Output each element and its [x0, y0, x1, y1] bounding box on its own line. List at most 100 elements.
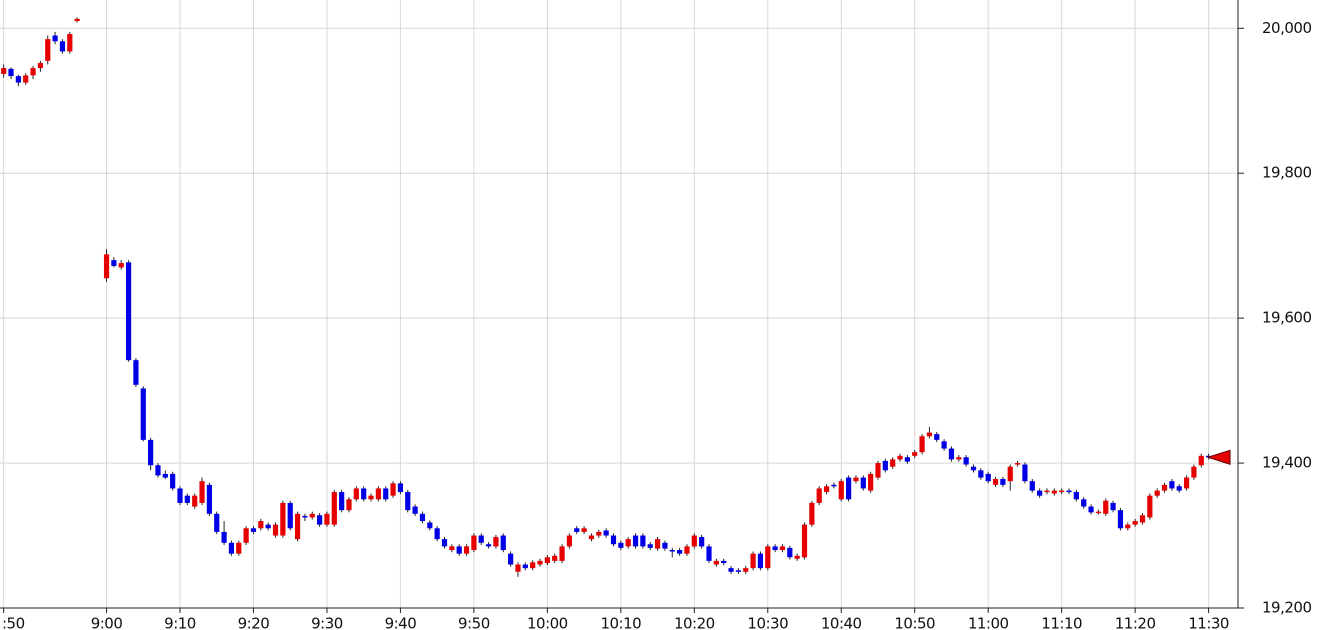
candle-body [603, 530, 609, 536]
candle-body [133, 360, 139, 385]
candle-body [750, 553, 756, 569]
candle-body [677, 550, 683, 554]
candle-body [640, 535, 646, 547]
candle-body [963, 457, 969, 465]
candle-body [170, 473, 176, 489]
candle-body [15, 76, 21, 83]
candle-body [530, 562, 536, 569]
candle-body [140, 388, 146, 440]
candle-body [59, 41, 66, 52]
candle-body [1095, 511, 1102, 514]
candle-body [897, 455, 903, 460]
x-tick-label: 9:20 [238, 615, 270, 630]
candle-body [361, 488, 367, 500]
x-tick-label: 10:10 [600, 615, 641, 630]
candle-body [515, 564, 521, 572]
candle-body [280, 502, 286, 536]
candle-body [787, 547, 793, 558]
candle-body [8, 68, 14, 77]
candle-body [405, 492, 411, 511]
candle-body [566, 535, 573, 547]
candle-body [625, 539, 631, 547]
candle-body [250, 528, 257, 532]
candle-body [1169, 481, 1175, 489]
y-tick-label: 19,800 [1262, 164, 1312, 182]
candle-body [485, 544, 492, 547]
candle-body [331, 492, 337, 525]
candle-body [1161, 484, 1168, 491]
candle-body [1, 68, 7, 74]
candle-body [317, 515, 323, 525]
candle-body [177, 488, 183, 503]
candle-body [552, 555, 558, 561]
candle-body [1132, 521, 1138, 525]
x-tick-label: 11:20 [1115, 615, 1156, 630]
candle-body [243, 528, 249, 543]
candle-body [155, 465, 161, 476]
candle-body [823, 486, 830, 493]
candle-body [294, 513, 301, 540]
candle-body [588, 535, 595, 540]
candle-body [463, 546, 470, 554]
x-tick-label: 9:30 [311, 615, 343, 630]
candle-body [309, 513, 315, 518]
candle-body [471, 535, 477, 551]
candle-body [1191, 466, 1197, 478]
candle-body [1029, 481, 1035, 491]
candle-body [206, 484, 212, 514]
candle-body [904, 457, 910, 462]
candle-body [941, 441, 947, 449]
candle-body [258, 521, 264, 529]
candle-body [1000, 479, 1006, 485]
candle-body [985, 473, 991, 482]
x-tick-label: 10:50 [894, 615, 935, 630]
candle-body [728, 568, 734, 572]
candle-body [1081, 499, 1087, 507]
candle-body [875, 463, 881, 478]
candle-body [1073, 492, 1079, 500]
candle-body [427, 522, 433, 529]
y-tick-label: 19,600 [1262, 309, 1312, 327]
candle-body [581, 528, 587, 532]
candle-body [1110, 502, 1116, 511]
candle-body [647, 544, 653, 548]
candle-body [772, 546, 778, 551]
candle-body [845, 477, 852, 500]
candle-body [236, 542, 242, 554]
candle-body [23, 75, 29, 83]
candle-body [1014, 463, 1021, 465]
candle-body [368, 495, 374, 500]
candles [1, 17, 1231, 577]
candle-body [838, 481, 844, 500]
candle-body [287, 502, 293, 529]
x-tick-label: 9:40 [385, 615, 417, 630]
candle-body [390, 483, 396, 496]
candle-body [346, 499, 352, 511]
candle-body [272, 524, 279, 536]
candle-body [37, 63, 44, 69]
candle-body [919, 436, 925, 453]
candle-body [1198, 455, 1204, 466]
candle-body [493, 536, 499, 547]
candle-body [52, 35, 58, 42]
candle-body [860, 477, 866, 489]
candle-body [1066, 490, 1072, 493]
candle-body [162, 473, 168, 478]
x-tick-label: 10:40 [821, 615, 862, 630]
candle-body [1139, 515, 1146, 523]
candle-body [559, 546, 565, 561]
x-tick-label: 9:10 [164, 615, 196, 630]
candle-body [669, 550, 675, 552]
candle-body [383, 488, 389, 500]
candle-body [199, 481, 205, 503]
candle-body [970, 466, 977, 471]
candle-body [574, 528, 580, 532]
candle-body [1117, 510, 1124, 529]
candle-body [214, 513, 220, 532]
x-tick-label: 10:30 [747, 615, 788, 630]
candle-body [735, 570, 741, 572]
candle-body [103, 254, 110, 279]
candle-body [449, 546, 455, 551]
